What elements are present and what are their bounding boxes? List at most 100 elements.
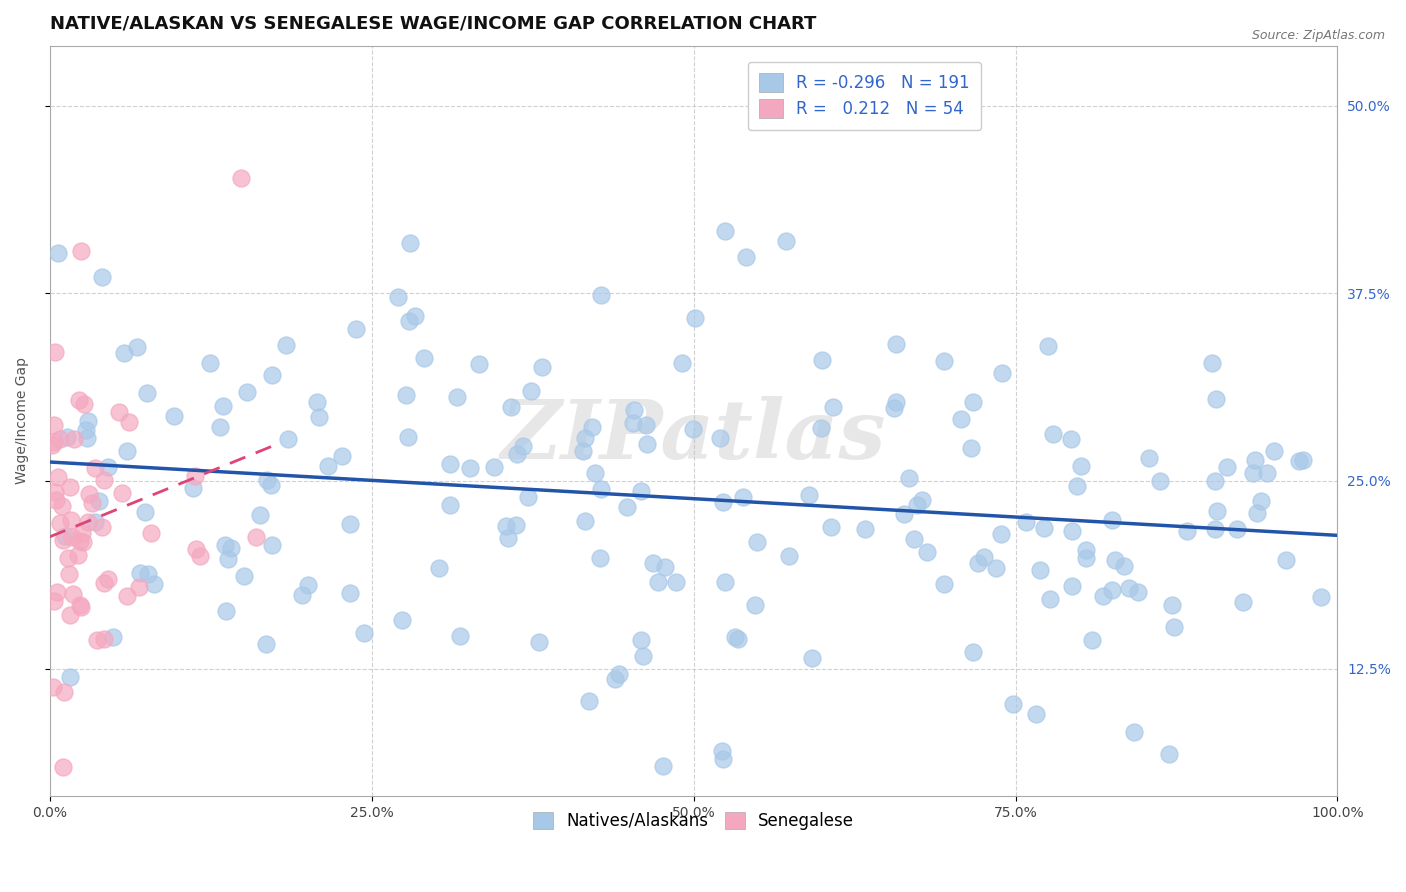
Point xyxy=(583,466,606,480)
Point xyxy=(810,421,832,435)
Point xyxy=(77,414,100,428)
Point xyxy=(136,567,159,582)
Point xyxy=(439,457,461,471)
Point xyxy=(1042,426,1064,441)
Point xyxy=(127,340,149,354)
Point xyxy=(84,515,107,529)
Point xyxy=(142,577,165,591)
Text: Source: ZipAtlas.com: Source: ZipAtlas.com xyxy=(1251,29,1385,42)
Point xyxy=(641,557,664,571)
Point xyxy=(276,432,298,446)
Point xyxy=(1038,339,1060,353)
Point xyxy=(353,626,375,640)
Point xyxy=(709,431,731,445)
Point xyxy=(72,397,94,411)
Point xyxy=(446,390,468,404)
Point xyxy=(810,352,832,367)
Point xyxy=(1241,466,1264,480)
Point xyxy=(823,400,845,414)
Point xyxy=(46,585,69,599)
Point xyxy=(1175,524,1198,538)
Point xyxy=(713,752,735,766)
Point xyxy=(1081,632,1104,647)
Y-axis label: Wage/Income Gap: Wage/Income Gap xyxy=(15,358,30,484)
Point xyxy=(1244,453,1267,467)
Point xyxy=(208,420,231,434)
Point xyxy=(1216,460,1239,475)
Point xyxy=(108,405,131,419)
Point xyxy=(1074,550,1097,565)
Point xyxy=(623,403,645,417)
Point xyxy=(190,549,212,563)
Point xyxy=(884,337,907,351)
Point xyxy=(984,560,1007,574)
Point xyxy=(72,526,94,541)
Point xyxy=(215,603,238,617)
Point xyxy=(883,401,905,415)
Point xyxy=(262,368,284,382)
Point xyxy=(727,632,749,646)
Point xyxy=(67,392,90,407)
Point xyxy=(236,384,259,399)
Point xyxy=(316,459,339,474)
Point xyxy=(731,490,754,504)
Point xyxy=(1070,458,1092,473)
Point xyxy=(1263,443,1285,458)
Point xyxy=(713,574,735,589)
Point xyxy=(482,459,505,474)
Point xyxy=(527,635,550,649)
Point xyxy=(633,648,655,663)
Point xyxy=(219,541,242,555)
Point xyxy=(581,419,603,434)
Point xyxy=(589,551,612,566)
Point xyxy=(41,438,63,452)
Point xyxy=(1310,590,1333,604)
Point xyxy=(89,493,111,508)
Point xyxy=(647,575,669,590)
Point xyxy=(117,589,139,603)
Point xyxy=(1204,522,1226,536)
Point xyxy=(520,384,543,398)
Point xyxy=(184,469,207,483)
Point xyxy=(339,516,361,531)
Point xyxy=(62,432,84,446)
Point xyxy=(1250,494,1272,508)
Point xyxy=(245,530,267,544)
Point xyxy=(1066,479,1088,493)
Point xyxy=(42,417,65,432)
Point xyxy=(129,566,152,580)
Point xyxy=(118,416,141,430)
Point xyxy=(398,235,420,250)
Point xyxy=(1122,724,1144,739)
Point xyxy=(44,345,66,359)
Point xyxy=(1275,553,1298,567)
Point xyxy=(745,534,768,549)
Point xyxy=(458,461,481,475)
Point xyxy=(893,507,915,521)
Point xyxy=(778,549,800,563)
Point xyxy=(654,559,676,574)
Point xyxy=(427,561,450,575)
Point xyxy=(714,224,737,238)
Point xyxy=(671,356,693,370)
Point xyxy=(59,670,82,684)
Point xyxy=(1206,504,1229,518)
Point xyxy=(97,572,120,586)
Point xyxy=(181,481,204,495)
Point xyxy=(1039,591,1062,606)
Point xyxy=(1028,563,1050,577)
Point xyxy=(775,234,797,248)
Point xyxy=(1137,451,1160,466)
Point xyxy=(136,386,159,401)
Point xyxy=(90,270,112,285)
Point xyxy=(967,556,990,570)
Point xyxy=(1292,453,1315,467)
Point xyxy=(49,432,72,446)
Point xyxy=(260,477,283,491)
Point xyxy=(651,759,673,773)
Point xyxy=(76,431,98,445)
Point xyxy=(60,530,83,544)
Point xyxy=(91,520,114,534)
Text: ZIPatlas: ZIPatlas xyxy=(501,396,886,476)
Point xyxy=(1204,475,1226,489)
